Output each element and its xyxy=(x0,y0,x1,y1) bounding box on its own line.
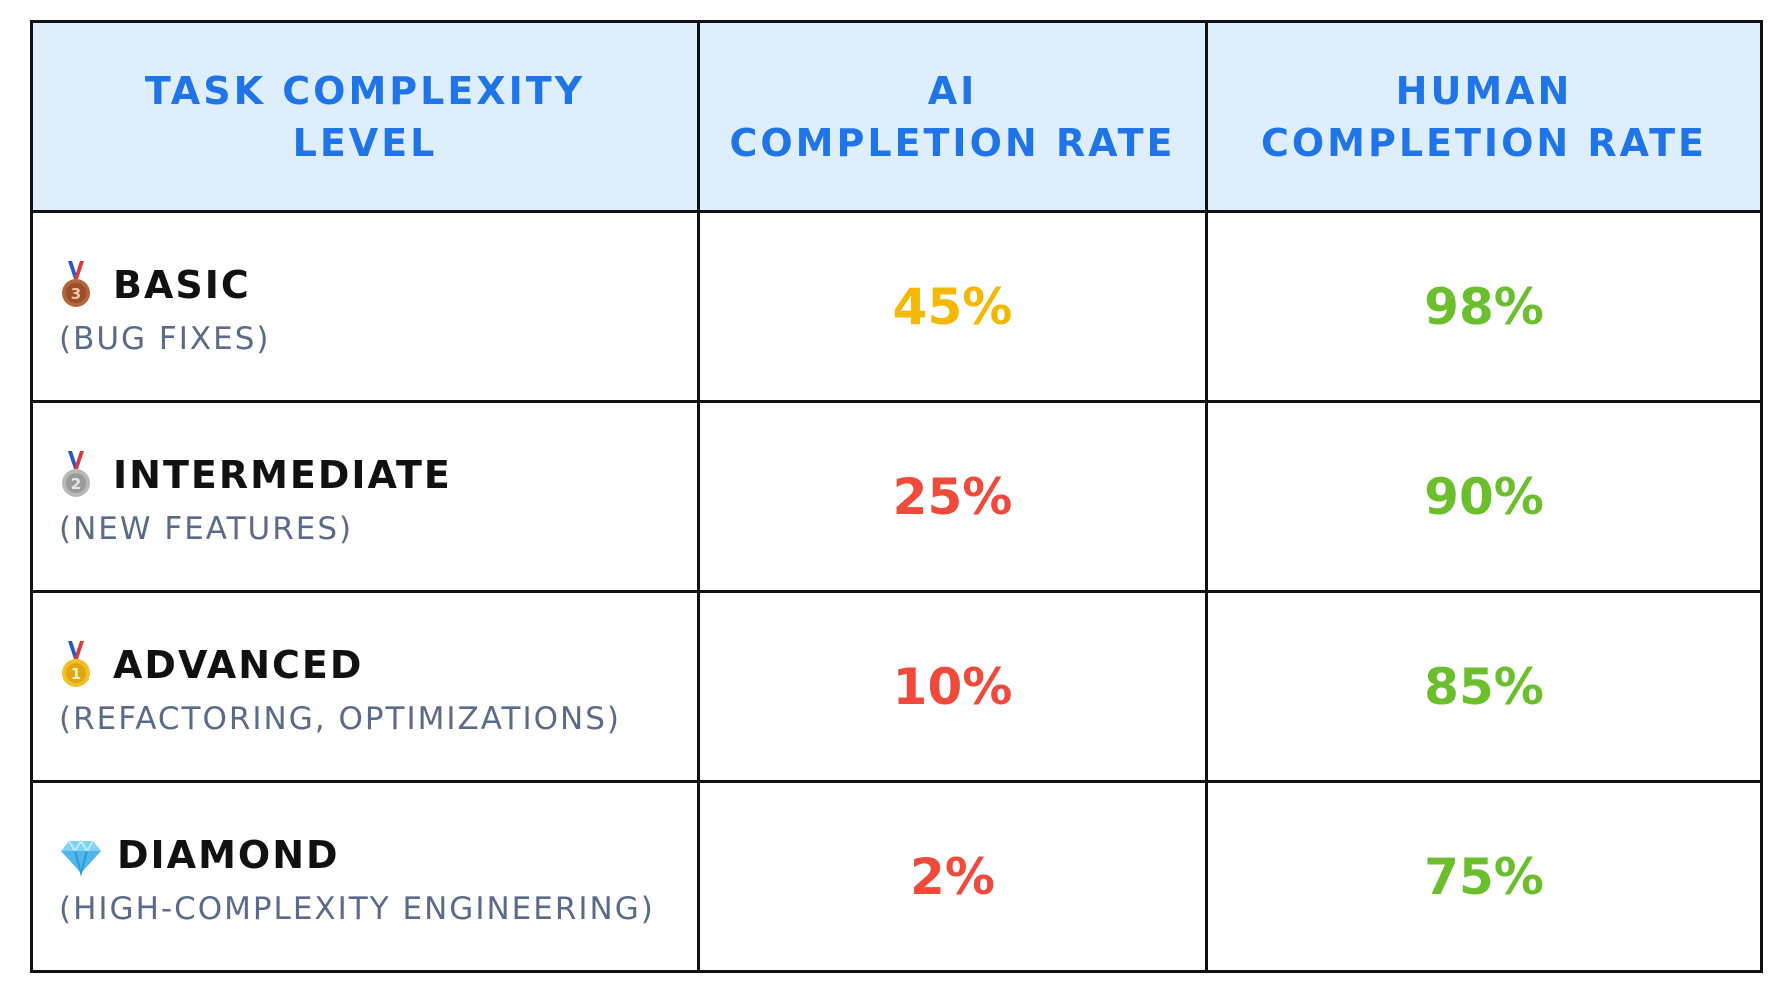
header-human-line2: COMPLETION RATE xyxy=(1260,120,1708,165)
completion-rate-table: TASK COMPLEXITY LEVEL AI COMPLETION RATE… xyxy=(30,20,1763,973)
header-task-complexity-line2: LEVEL xyxy=(292,120,438,165)
level-description: (NEW FEATURES) xyxy=(59,510,354,547)
svg-text:2: 2 xyxy=(71,475,81,493)
table-row: DIAMOND (HIGH-COMPLEXITY ENGINEERING) 2%… xyxy=(30,780,1763,973)
level-cell: DIAMOND (HIGH-COMPLEXITY ENGINEERING) xyxy=(30,780,700,973)
ai-rate: 2% xyxy=(697,780,1208,973)
silver-medal-icon: 2 xyxy=(59,450,93,499)
level-name: DIAMOND xyxy=(117,832,340,877)
diamond-icon xyxy=(59,831,103,879)
table-row: 3 BASIC (BUG FIXES) 45% 98% xyxy=(30,210,1763,403)
table-header-row: TASK COMPLEXITY LEVEL AI COMPLETION RATE… xyxy=(30,20,1763,213)
human-rate: 90% xyxy=(1205,400,1763,593)
svg-text:1: 1 xyxy=(71,665,81,683)
header-task-complexity-line1: TASK COMPLEXITY xyxy=(144,68,586,113)
table-row: 2 INTERMEDIATE (NEW FEATURES) 25% 90% xyxy=(30,400,1763,593)
level-name: INTERMEDIATE xyxy=(113,452,452,497)
human-rate: 75% xyxy=(1205,780,1763,973)
header-ai-completion-rate: AI COMPLETION RATE xyxy=(697,20,1208,213)
human-rate: 85% xyxy=(1205,590,1763,783)
level-description: (REFACTORING, OPTIMIZATIONS) xyxy=(59,700,621,737)
level-description: (HIGH-COMPLEXITY ENGINEERING) xyxy=(59,890,655,927)
ai-rate: 45% xyxy=(697,210,1208,403)
level-name: BASIC xyxy=(113,262,251,307)
gold-medal-icon: 1 xyxy=(59,640,93,689)
svg-text:3: 3 xyxy=(71,285,81,303)
level-cell: 1 ADVANCED (REFACTORING, OPTIMIZATIONS) xyxy=(30,590,700,783)
level-description: (BUG FIXES) xyxy=(59,320,271,357)
header-ai-line1: AI xyxy=(927,68,978,113)
level-cell: 3 BASIC (BUG FIXES) xyxy=(30,210,700,403)
ai-rate: 25% xyxy=(697,400,1208,593)
human-rate: 98% xyxy=(1205,210,1763,403)
header-human-completion-rate: HUMAN COMPLETION RATE xyxy=(1205,20,1763,213)
header-task-complexity: TASK COMPLEXITY LEVEL xyxy=(30,20,700,213)
ai-rate: 10% xyxy=(697,590,1208,783)
table-row: 1 ADVANCED (REFACTORING, OPTIMIZATIONS) … xyxy=(30,590,1763,783)
header-ai-line2: COMPLETION RATE xyxy=(729,120,1176,165)
level-cell: 2 INTERMEDIATE (NEW FEATURES) xyxy=(30,400,700,593)
header-human-line1: HUMAN xyxy=(1395,68,1573,113)
level-name: ADVANCED xyxy=(113,642,364,687)
bronze-medal-icon: 3 xyxy=(59,260,93,309)
